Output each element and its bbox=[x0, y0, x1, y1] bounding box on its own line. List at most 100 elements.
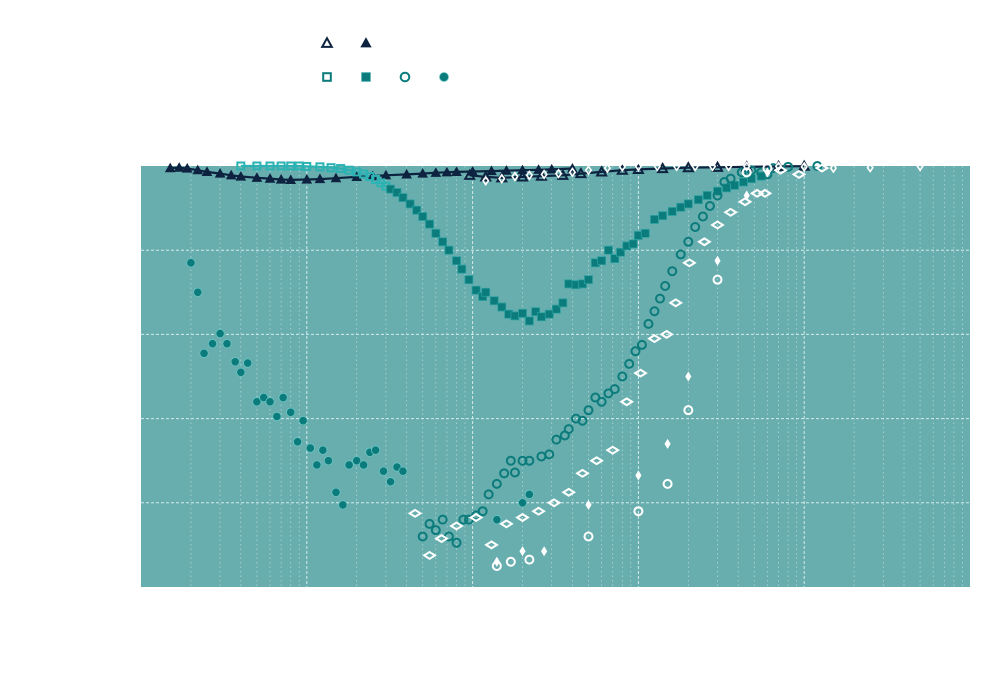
data-point-s7 bbox=[697, 237, 712, 247]
data-point-s6 bbox=[323, 456, 334, 466]
data-point-s5 bbox=[725, 173, 736, 184]
data-point-s9 bbox=[519, 546, 526, 557]
data-point-s4 bbox=[658, 211, 668, 221]
data-point-s1 bbox=[574, 167, 588, 179]
data-point-s5 bbox=[596, 396, 607, 407]
data-point-s1 bbox=[682, 161, 695, 173]
data-point-s6 bbox=[243, 358, 253, 368]
data-point-s6 bbox=[492, 515, 502, 525]
data-point-s7 bbox=[589, 456, 604, 466]
data-point-s5 bbox=[704, 200, 715, 211]
data-point-s4 bbox=[739, 177, 748, 187]
data-point-s4 bbox=[405, 199, 415, 209]
data-point-s10 bbox=[511, 171, 519, 182]
data-point-s2 bbox=[251, 172, 263, 182]
data-point-s5 bbox=[643, 318, 654, 329]
data-point-s2 bbox=[451, 166, 462, 176]
legend-marker-circle-filled bbox=[439, 72, 449, 82]
data-point-s5 bbox=[505, 455, 516, 466]
data-point-s2 bbox=[192, 164, 204, 175]
data-point-s8 bbox=[583, 531, 594, 542]
data-point-s4 bbox=[604, 245, 613, 255]
data-point-s5 bbox=[712, 190, 723, 201]
data-point-s5 bbox=[655, 293, 666, 304]
legend-marker-triangle-open bbox=[320, 36, 334, 48]
data-point-s7 bbox=[682, 258, 697, 268]
data-point-s7 bbox=[791, 169, 807, 179]
data-point-s5 bbox=[424, 518, 435, 529]
data-point-s10 bbox=[540, 169, 548, 180]
data-point-s6 bbox=[186, 258, 196, 268]
data-point-s2 bbox=[275, 173, 287, 184]
data-point-s6 bbox=[517, 498, 528, 508]
data-point-s6 bbox=[312, 460, 322, 470]
data-point-s5 bbox=[451, 537, 462, 548]
data-point-s6 bbox=[278, 392, 288, 403]
data-point-s5 bbox=[551, 434, 562, 445]
data-point-s2 bbox=[517, 164, 528, 175]
data-point-s2 bbox=[486, 165, 497, 176]
data-point-s6 bbox=[272, 411, 282, 422]
data-point-s9 bbox=[743, 190, 750, 201]
data-point-s2 bbox=[430, 167, 442, 177]
data-point-s5 bbox=[636, 339, 647, 350]
data-point-s3 bbox=[236, 161, 246, 171]
data-point-s10 bbox=[603, 162, 612, 174]
data-point-s5 bbox=[544, 449, 555, 460]
data-point-s6 bbox=[199, 348, 209, 358]
series-s4 bbox=[386, 171, 766, 326]
data-point-s4 bbox=[425, 219, 434, 229]
series-s5 bbox=[417, 161, 823, 548]
data-point-s4 bbox=[464, 275, 474, 285]
data-point-s2 bbox=[441, 166, 453, 177]
data-point-s2 bbox=[285, 174, 297, 184]
data-point-s9 bbox=[685, 371, 692, 382]
data-point-s1 bbox=[516, 170, 529, 182]
data-point-s7 bbox=[468, 512, 484, 523]
data-point-s3 bbox=[286, 161, 296, 171]
data-point-s6 bbox=[265, 397, 275, 407]
data-point-s4 bbox=[531, 307, 541, 317]
data-point-s2 bbox=[181, 162, 193, 173]
data-point-s6 bbox=[305, 443, 315, 453]
data-point-s6 bbox=[252, 397, 262, 407]
data-point-s7 bbox=[605, 445, 621, 455]
data-point-s5 bbox=[697, 211, 708, 222]
data-point-s10 bbox=[634, 161, 643, 172]
data-point-s10 bbox=[866, 162, 874, 173]
data-point-s10 bbox=[525, 170, 534, 181]
data-point-s4 bbox=[544, 309, 554, 319]
data-point-s4 bbox=[392, 188, 402, 197]
data-point-s6 bbox=[292, 437, 303, 447]
data-point-s2 bbox=[351, 171, 363, 182]
data-point-s7 bbox=[434, 534, 449, 544]
data-point-s5 bbox=[509, 467, 520, 478]
data-point-s2 bbox=[214, 168, 226, 178]
data-point-s2 bbox=[225, 169, 237, 180]
data-point-s9 bbox=[714, 255, 721, 266]
data-point-s2 bbox=[546, 163, 558, 174]
data-point-s6 bbox=[338, 500, 348, 510]
data-point-s8 bbox=[505, 556, 516, 567]
data-point-s7 bbox=[422, 550, 437, 560]
data-point-s4 bbox=[667, 207, 677, 216]
data-point-s5 bbox=[491, 478, 502, 489]
data-point-s10 bbox=[554, 168, 563, 179]
legend-marker-triangle-filled bbox=[360, 37, 372, 48]
data-point-s6 bbox=[352, 456, 362, 466]
data-point-s5 bbox=[417, 531, 428, 542]
data-point-s10 bbox=[724, 161, 733, 172]
data-point-s2 bbox=[201, 166, 213, 176]
data-point-s10 bbox=[672, 161, 681, 172]
data-point-s7 bbox=[619, 397, 634, 407]
data-point-s2 bbox=[380, 169, 392, 180]
data-point-s6 bbox=[298, 416, 308, 426]
data-point-s5 bbox=[617, 371, 628, 382]
data-point-s10 bbox=[482, 175, 490, 186]
data-point-s4 bbox=[564, 279, 574, 289]
data-point-s6 bbox=[236, 367, 246, 377]
data-point-s9 bbox=[764, 167, 771, 178]
data-point-s10 bbox=[618, 161, 627, 173]
data-point-s6 bbox=[222, 339, 232, 349]
data-point-s5 bbox=[577, 415, 588, 426]
